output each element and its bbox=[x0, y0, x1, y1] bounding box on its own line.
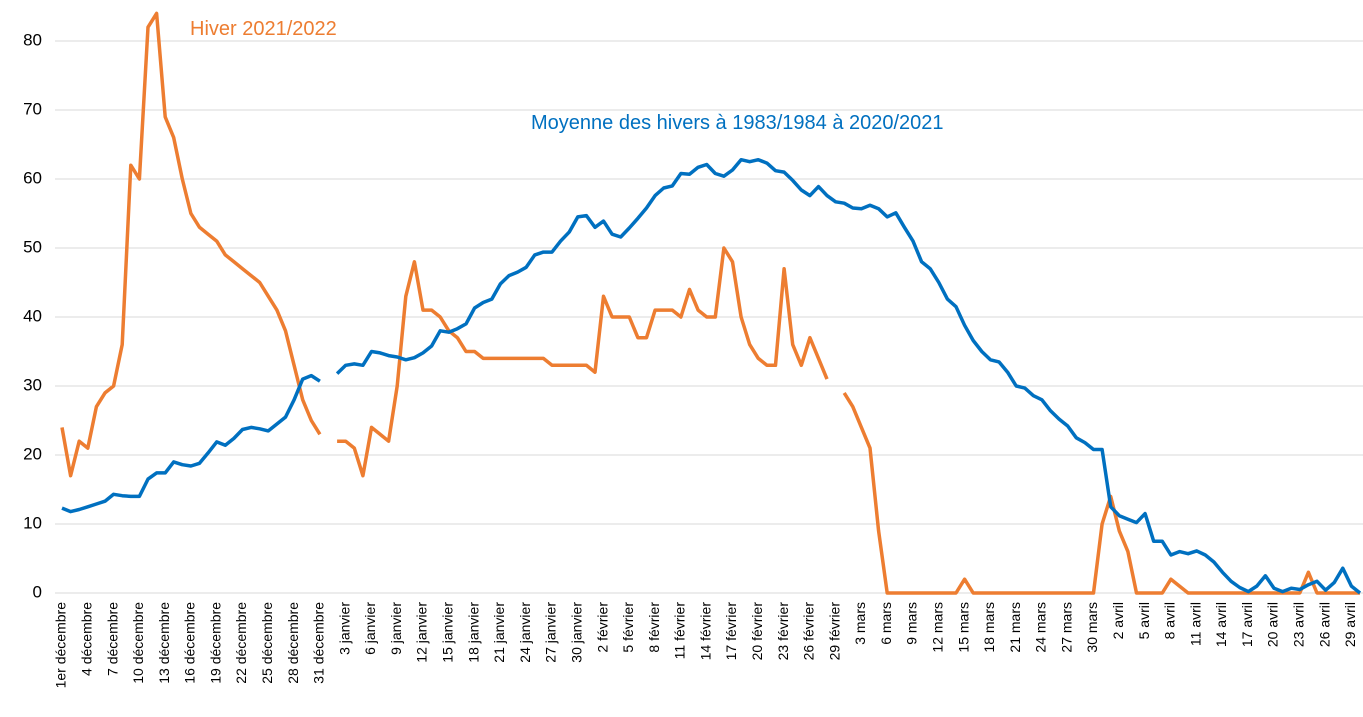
x-tick-label: 21 mars bbox=[1007, 602, 1023, 653]
x-tick-label: 29 avril bbox=[1342, 602, 1358, 647]
x-tick-label: 3 mars bbox=[852, 602, 868, 645]
x-tick-label: 21 janvier bbox=[491, 602, 507, 663]
x-tick-label: 30 mars bbox=[1084, 602, 1100, 653]
x-tick-label: 13 décembre bbox=[156, 602, 172, 684]
x-tick-label: 22 décembre bbox=[233, 602, 249, 684]
y-tick-label: 40 bbox=[23, 306, 42, 325]
x-tick-label: 31 décembre bbox=[311, 602, 327, 684]
x-tick-label: 11 février bbox=[672, 602, 688, 660]
x-tick-label: 27 mars bbox=[1058, 602, 1074, 653]
x-tick-label: 17 avril bbox=[1239, 602, 1255, 647]
x-tick-label: 19 décembre bbox=[207, 602, 223, 684]
x-tick-label: 8 avril bbox=[1162, 602, 1178, 639]
x-tick-label: 11 avril bbox=[1187, 602, 1203, 646]
x-tick-label: 3 janvier bbox=[336, 602, 352, 655]
y-tick-label: 10 bbox=[23, 513, 42, 532]
x-tick-label: 5 avril bbox=[1136, 602, 1152, 639]
y-tick-label: 20 bbox=[23, 444, 42, 463]
x-tick-label: 8 février bbox=[646, 602, 662, 653]
x-tick-label: 23 février bbox=[775, 602, 791, 661]
x-tick-label: 1er décembre bbox=[53, 602, 69, 689]
y-tick-label: 80 bbox=[23, 30, 42, 49]
x-tick-label: 18 janvier bbox=[465, 602, 481, 663]
x-tick-label: 30 janvier bbox=[568, 602, 584, 663]
x-tick-label: 23 avril bbox=[1291, 602, 1307, 647]
x-tick-label: 20 avril bbox=[1265, 602, 1281, 647]
x-tick-label: 27 janvier bbox=[543, 602, 559, 663]
y-tick-label: 60 bbox=[23, 168, 42, 187]
line-series bbox=[60, 11, 1360, 595]
x-tick-label: 5 février bbox=[620, 602, 636, 653]
x-tick-label: 15 janvier bbox=[440, 602, 456, 663]
annotation: Moyenne des hivers à 1983/1984 à 2020/20… bbox=[531, 112, 944, 134]
y-tick-label: 30 bbox=[23, 375, 42, 394]
x-tick-label: 17 février bbox=[723, 602, 739, 661]
x-tick-label: 18 mars bbox=[981, 602, 997, 653]
x-tick-label: 7 décembre bbox=[104, 602, 120, 676]
x-tick-label: 14 avril bbox=[1213, 602, 1229, 647]
x-tick-label: 9 mars bbox=[904, 602, 920, 645]
y-tick-label: 50 bbox=[23, 237, 42, 256]
x-tick-label: 26 février bbox=[801, 602, 817, 661]
x-tick-label: 12 janvier bbox=[414, 602, 430, 663]
y-tick-label: 0 bbox=[33, 582, 42, 601]
x-tick-label: 20 février bbox=[749, 602, 765, 661]
x-tick-label: 4 décembre bbox=[78, 602, 94, 676]
x-tick-label: 15 mars bbox=[955, 602, 971, 653]
x-tick-label: 6 mars bbox=[878, 602, 894, 645]
x-tick-label: 16 décembre bbox=[182, 602, 198, 684]
plot: 0 10 20 30 40 50 60 70 80 1er décembre 4 décembre 7… bbox=[23, 11, 1363, 689]
x-tick-label: 6 janvier bbox=[362, 602, 378, 655]
x-tick-label: 2 février bbox=[594, 602, 610, 653]
x-tick-label: 29 février bbox=[826, 602, 842, 661]
x-tick-label: 14 février bbox=[697, 602, 713, 661]
x-tick-label: 24 mars bbox=[1033, 602, 1049, 653]
x-tick-label: 9 janvier bbox=[388, 602, 404, 655]
line-series bbox=[61, 157, 1362, 595]
annotation: Hiver 2021/2022 bbox=[190, 18, 337, 40]
x-tick-label: 25 décembre bbox=[259, 602, 275, 684]
x-tick-label: 12 mars bbox=[929, 602, 945, 653]
x-tick-label: 24 janvier bbox=[517, 602, 533, 663]
x-tick-label: 10 décembre bbox=[130, 602, 146, 684]
x-tick-label: 28 décembre bbox=[285, 602, 301, 684]
y-tick-label: 70 bbox=[23, 99, 42, 118]
x-tick-label: 2 avril bbox=[1110, 602, 1126, 639]
x-tick-label: 26 avril bbox=[1316, 602, 1332, 647]
